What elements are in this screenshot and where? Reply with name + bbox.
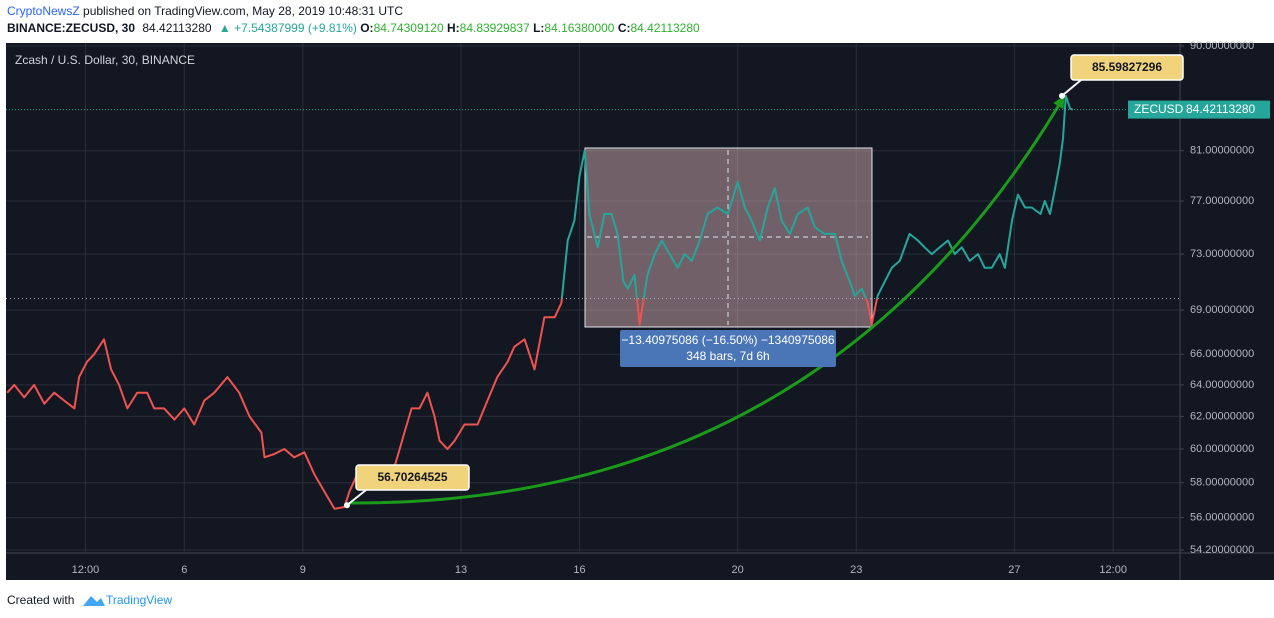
- low-label: L:: [533, 21, 544, 35]
- change: ▲ +7.54387999 (+9.81%): [219, 21, 357, 35]
- y-tick-label: 58.00000000: [1190, 477, 1254, 489]
- close-label: C:: [618, 21, 631, 35]
- x-tick-label: 20: [732, 564, 744, 576]
- callout-connector: [346, 489, 367, 506]
- footer-brand[interactable]: TradingView: [106, 593, 172, 607]
- y-tick-label: 62.00000000: [1190, 410, 1254, 422]
- callout-box: [355, 464, 470, 491]
- y-tick-label: 90.00000000: [1190, 40, 1254, 52]
- y-tick-label: 56.00000000: [1190, 511, 1254, 523]
- x-tick-label: 12:00: [1099, 564, 1127, 576]
- x-tick-label: 9: [300, 564, 306, 576]
- x-tick-label: 6: [181, 564, 187, 576]
- measure-label-box: [620, 330, 836, 367]
- measure-change: −13.40975086 (−16.50%) −1340975086: [621, 333, 835, 347]
- published-text: published on TradingView.com, May 28, 20…: [80, 4, 404, 18]
- y-tick-label: 73.00000000: [1190, 248, 1254, 260]
- callout-connector: [1061, 79, 1082, 97]
- y-tick-label: 54.20000000: [1190, 544, 1254, 556]
- tradingview-logo: [83, 596, 105, 606]
- author-link[interactable]: CryptoNewsZ: [7, 4, 80, 18]
- y-tick-label: 77.00000000: [1190, 195, 1254, 207]
- callout-box: [1070, 54, 1184, 81]
- header-line-2: BINANCE:ZECUSD, 30 84.42113280 ▲ +7.5438…: [7, 21, 700, 35]
- header-line-1: CryptoNewsZ published on TradingView.com…: [7, 4, 403, 18]
- last-price-box: [1128, 100, 1270, 119]
- y-tick-label: 66.00000000: [1190, 348, 1254, 360]
- trend-arrow: [349, 95, 1065, 505]
- last: 84.42113280: [142, 21, 212, 35]
- y-tick-label: 81.00000000: [1190, 145, 1254, 157]
- high: 84.83929837: [460, 21, 530, 35]
- callout-point: [1059, 92, 1065, 99]
- series: [6, 94, 1180, 510]
- x-tick-label: 12:00: [72, 564, 100, 576]
- x-tick-label: 13: [455, 564, 467, 576]
- open-label: O:: [360, 21, 373, 35]
- measure-box: [584, 147, 873, 328]
- y-tick-label: 60.00000000: [1190, 443, 1254, 455]
- last-price-symbol: ZECUSD: [1134, 102, 1184, 116]
- symbol: BINANCE:ZECUSD, 30: [7, 21, 135, 35]
- x-tick-label: 16: [573, 564, 585, 576]
- chart-title: Zcash / U.S. Dollar, 30, BINANCE: [15, 53, 195, 67]
- open: 84.74309120: [374, 21, 444, 35]
- y-tick-label: 64.00000000: [1190, 379, 1254, 391]
- callout-label: 56.70264525: [377, 470, 447, 484]
- grid: [6, 43, 1180, 553]
- callout-label: 85.59827296: [1092, 60, 1162, 74]
- callout-point: [344, 502, 350, 509]
- overlay: ZECUSD 84.42113280 85.59827296 56.70264525: [6, 54, 1270, 509]
- y-tick-label: 69.00000000: [1190, 304, 1254, 316]
- measure-bars: 348 bars, 7d 6h: [686, 349, 769, 363]
- high-label: H:: [447, 21, 460, 35]
- footer-created: Created with: [7, 593, 74, 607]
- last-price-label: 84.42113280: [1186, 102, 1256, 116]
- close: 84.42113280: [631, 21, 701, 35]
- price-line: [6, 94, 1074, 510]
- x-tick-label: 27: [1008, 564, 1020, 576]
- low: 84.16380000: [544, 21, 614, 35]
- x-tick-label: 23: [850, 564, 862, 576]
